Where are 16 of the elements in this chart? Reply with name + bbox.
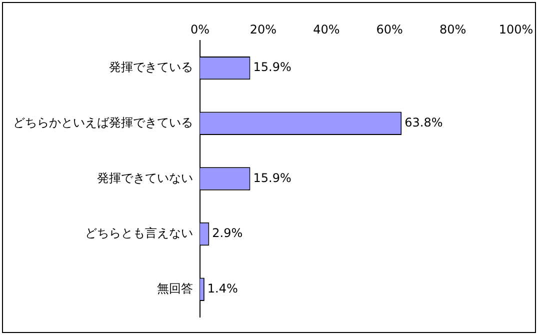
y-tick-label: どちらかといえば発揮できている [13, 116, 193, 130]
x-tick-label: 60% [376, 22, 403, 36]
y-tick-label: 無回答 [157, 281, 193, 296]
data-label: 2.9% [212, 226, 243, 240]
x-tick-label: 40% [313, 22, 340, 36]
y-tick-label: 発揮できている [109, 60, 193, 74]
x-tick-label: 0% [190, 22, 210, 36]
data-label: 1.4% [207, 281, 238, 296]
x-tick-label: 80% [439, 22, 466, 36]
data-label: 15.9% [253, 60, 292, 74]
x-tick-label: 20% [250, 22, 277, 36]
y-tick-label: どちらとも言えない [85, 226, 193, 240]
data-label: 63.8% [404, 116, 443, 130]
y-tick-label: 発揮できていない [97, 170, 193, 185]
data-label: 15.9% [253, 170, 292, 185]
x-tick-label: 100% [498, 22, 534, 36]
